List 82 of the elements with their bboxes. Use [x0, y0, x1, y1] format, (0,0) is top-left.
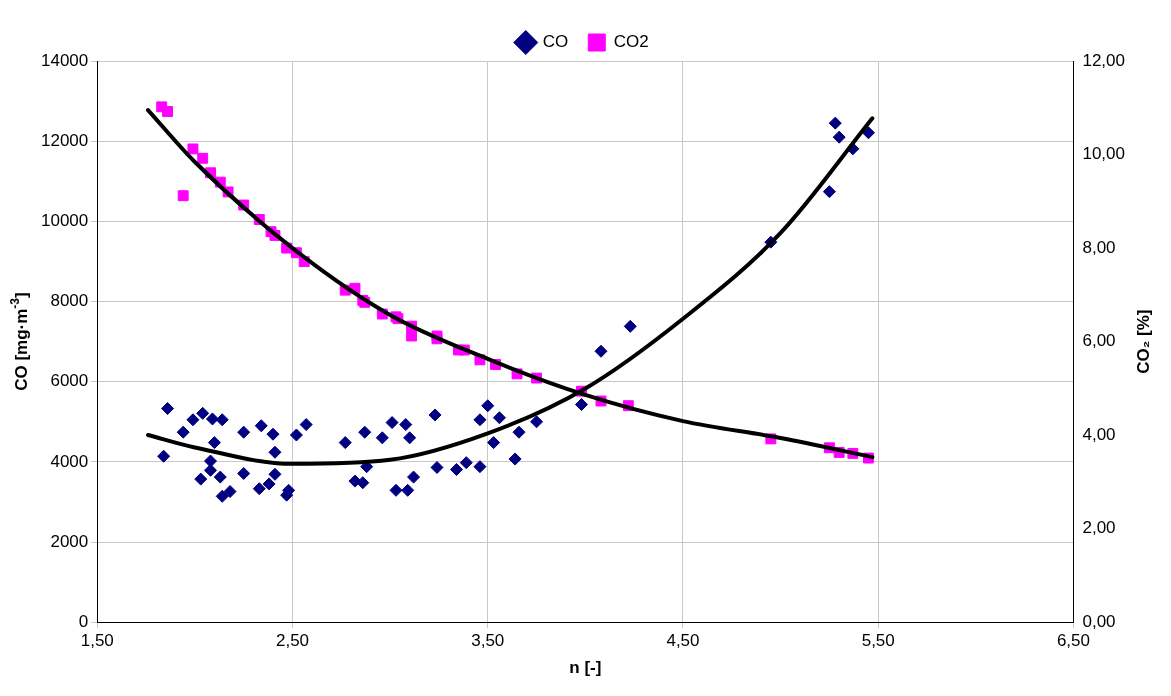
y2-tick-label: 12,00 [1082, 50, 1126, 70]
y2-tick-label: 0,00 [1082, 611, 1116, 631]
point [213, 470, 227, 484]
point [428, 408, 442, 422]
point [187, 143, 199, 155]
y-tick-label: 14000 [40, 50, 89, 70]
y2-tick-label: 6,00 [1082, 331, 1116, 351]
point [223, 485, 237, 499]
point [207, 436, 221, 450]
x-tick-label: 2,50 [275, 631, 310, 651]
point [375, 431, 389, 445]
point [473, 413, 487, 427]
y2-tick-label: 8,00 [1082, 237, 1116, 257]
point [450, 462, 464, 476]
point [403, 431, 417, 445]
point [574, 398, 588, 412]
point [299, 418, 313, 432]
x-tick-label: 4,50 [666, 631, 700, 651]
point [237, 425, 251, 439]
point [399, 418, 413, 432]
point [822, 185, 836, 199]
point [266, 427, 280, 441]
point [176, 425, 190, 439]
y-tick-label: 12000 [40, 130, 89, 150]
point [196, 406, 210, 420]
point [161, 402, 175, 416]
y-tick-label: 10000 [40, 211, 89, 231]
x-tick-label: 6,50 [1056, 631, 1091, 651]
point [356, 476, 370, 490]
point [194, 472, 208, 486]
point [157, 449, 171, 463]
point [197, 152, 209, 164]
x-tick-label: 3,50 [471, 631, 505, 651]
point [215, 489, 229, 503]
point [186, 413, 200, 427]
point [487, 436, 501, 450]
y-tick-label: 4000 [50, 451, 89, 471]
y2-tick-label: 2,00 [1082, 518, 1116, 538]
y-axis-title: CO [mg·m-3] [8, 292, 31, 391]
y-tick-label: 6000 [50, 371, 89, 391]
y-tick-label: 8000 [50, 291, 89, 311]
point [204, 463, 218, 477]
point [254, 419, 268, 433]
point [177, 190, 189, 202]
point [358, 425, 372, 439]
point [530, 415, 544, 429]
point [512, 425, 526, 439]
point [338, 436, 352, 450]
y-tick-label: 0 [78, 611, 89, 631]
x-tick-label: 5,50 [861, 631, 895, 651]
point [268, 467, 282, 481]
point [832, 130, 846, 144]
point [828, 116, 842, 130]
point [401, 483, 415, 497]
point [459, 456, 473, 470]
point [481, 399, 495, 413]
y-tick-label: 2000 [50, 531, 89, 551]
legend-label: CO2 [613, 32, 649, 52]
point [215, 413, 229, 427]
point [623, 319, 637, 333]
point [406, 330, 418, 342]
x-axis-title: n [-] [569, 658, 602, 678]
y2-tick-label: 10,00 [1082, 144, 1126, 164]
legend-label: CO [542, 32, 569, 52]
point [508, 452, 522, 466]
point [268, 445, 282, 459]
point [389, 483, 403, 497]
point [252, 482, 266, 496]
point [492, 411, 506, 425]
point [473, 460, 487, 474]
point [594, 344, 608, 358]
point [289, 428, 303, 442]
x-tick-label: 1,50 [80, 631, 114, 651]
point [205, 412, 219, 426]
point [407, 470, 421, 484]
point [162, 106, 174, 117]
point [385, 416, 399, 430]
y2-axis-title: CO₂ [%] [1133, 309, 1153, 374]
point [430, 460, 444, 474]
point [262, 477, 276, 491]
point [237, 466, 251, 480]
y2-tick-label: 4,00 [1082, 424, 1116, 444]
